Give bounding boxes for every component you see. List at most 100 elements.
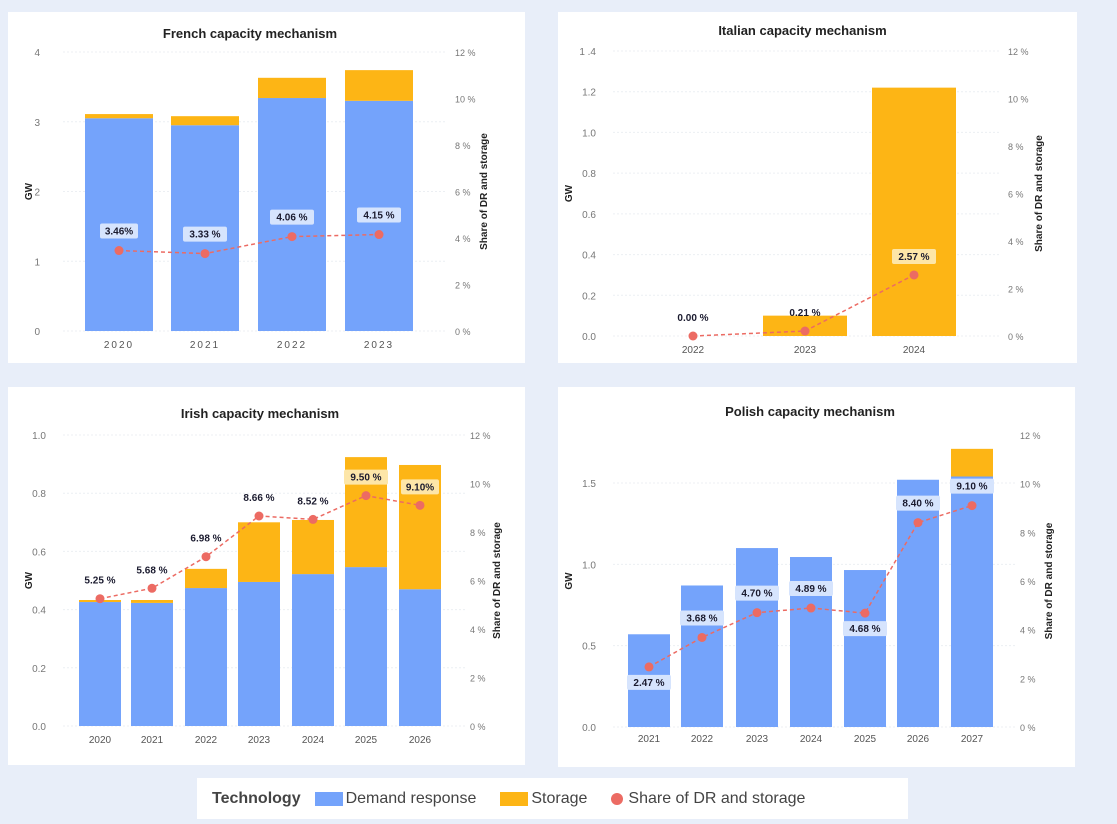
share-point [800,326,810,336]
bar-demand-response [736,548,778,727]
share-point [95,594,105,604]
y-axis-label: GW [564,572,575,590]
y2-tick-label: 6 % [1020,577,1036,587]
share-data-label: 5.68 % [136,565,167,576]
bar-demand-response [185,588,227,726]
share-point [147,583,157,593]
x-tick-label: 2026 [409,735,432,746]
bar-storage [131,599,173,603]
bar-demand-response [79,602,121,726]
y2-tick-label: 12 % [1008,47,1029,57]
share-label-box [789,581,833,597]
irish-chart: Irish capacity mechanism 0.0 0.2 0.4 0.6 0.8 1… [24,406,503,746]
x-tick-label: 2023 [248,735,271,746]
y-tick-label: 1 [34,257,40,268]
share-point [114,246,124,256]
y-tick-label: 4 [34,48,40,59]
share-point [201,552,211,562]
polish-chart: Polish capacity mechanism 0.0 0.5 1.0 1.5 0 %… [564,404,1055,745]
bar-storage [185,568,227,589]
y2-axis-label: Share of DR and storage [1034,135,1045,252]
share-data-label: 0.00 % [677,313,708,324]
y2-tick-label: 10 % [470,480,491,490]
y-axis-label: GW [24,571,35,589]
share-data-label: 4.89 % [795,584,826,595]
y-axis-label: GW [564,184,575,202]
bar-demand-response [345,567,387,726]
x-tick-label: 2020 [89,735,112,746]
y2-tick-label: 8 % [470,528,486,538]
x-tick-label: 2024 [302,735,325,746]
share-data-label: 5.25 % [84,576,115,587]
legend-item-demand-response[interactable]: Demand response [314,790,476,808]
share-data-label: 9.50 % [350,473,381,484]
y-tick-label: 3 [34,118,40,129]
bar-storage [872,87,956,337]
y-tick-label: 0.8 [582,169,596,180]
bar-demand-response [681,585,723,727]
share-label-box [680,610,724,626]
y2-axis-label: Share of DR and storage [479,133,490,250]
x-tick-label: 2022 [682,345,705,356]
y2-tick-label: 2 % [1020,674,1036,684]
share-point [374,230,384,240]
legend-label: Share of DR and storage [628,789,806,807]
y2-tick-label: 6 % [455,188,471,198]
x-tick-label: 2023 [364,340,394,351]
y2-tick-label: 12 % [470,431,491,441]
y-tick-label: 1.5 [582,479,596,490]
share-data-label: 8.52 % [297,496,328,507]
y2-tick-label: 12 % [1020,431,1041,441]
chart-title: Polish capacity mechanism [725,404,895,419]
y2-tick-label: 4 % [1008,237,1024,247]
share-point [308,514,318,524]
french-chart: French capacity mechanism 0 1 2 3 4 0 % 2 % 4 % 6… [24,26,490,351]
y2-tick-label: 10 % [1020,480,1041,490]
chart-title: French capacity mechanism [163,26,337,41]
bar-storage [171,116,239,126]
chart-title: Italian capacity mechanism [718,23,886,38]
y-tick-label: 0.5 [582,642,596,653]
y2-tick-label: 8 % [455,141,471,151]
share-point [688,331,698,341]
share-point [752,608,762,618]
share-point [644,662,654,672]
share-point [860,608,870,618]
share-point [806,603,816,613]
share-data-label: 9.10% [406,482,434,493]
share-label-box [401,479,439,495]
share-point [909,270,919,280]
y2-axis-label: Share of DR and storage [1044,522,1055,639]
storage-swatch [500,791,529,806]
legend: Technology Demand response Storage Share… [197,778,908,819]
share-data-label: 4.70 % [741,589,772,600]
legend-label: Storage [531,789,588,807]
y-tick-label: 2 [34,188,40,199]
share-point [415,500,425,510]
legend-item-share[interactable]: Share of DR and storage [611,790,805,808]
y-tick-label: 0.6 [32,547,46,558]
share-point [697,632,707,642]
share-label-box [843,621,887,637]
bar-storage [292,519,334,575]
share-data-label: 8.66 % [243,493,274,504]
share-label-box [892,248,936,264]
x-tick-label: 2021 [141,735,164,746]
share-point [200,249,210,259]
y-axis-label: GW [24,182,35,200]
y-tick-label: 1.0 [32,431,46,442]
y-tick-label: 1.0 [582,560,596,571]
x-tick-label: 2020 [104,340,134,351]
irish-chart-panel: Irish capacity mechanism 0.0 0.2 0.4 0.6 0.8 1… [8,387,525,765]
share-line [118,233,380,255]
x-tick-label: 2027 [961,734,984,745]
y2-tick-label: 4 % [1020,626,1036,636]
bar-demand-response [844,570,886,727]
y2-tick-label: 0 % [470,722,486,732]
bar-demand-response [238,581,280,726]
share-data-label: 4.15 % [363,211,394,222]
bar-storage [951,448,993,477]
y2-tick-label: 6 % [1008,190,1024,200]
legend-item-storage[interactable]: Storage [500,790,587,808]
y2-tick-label: 8 % [1008,142,1024,152]
